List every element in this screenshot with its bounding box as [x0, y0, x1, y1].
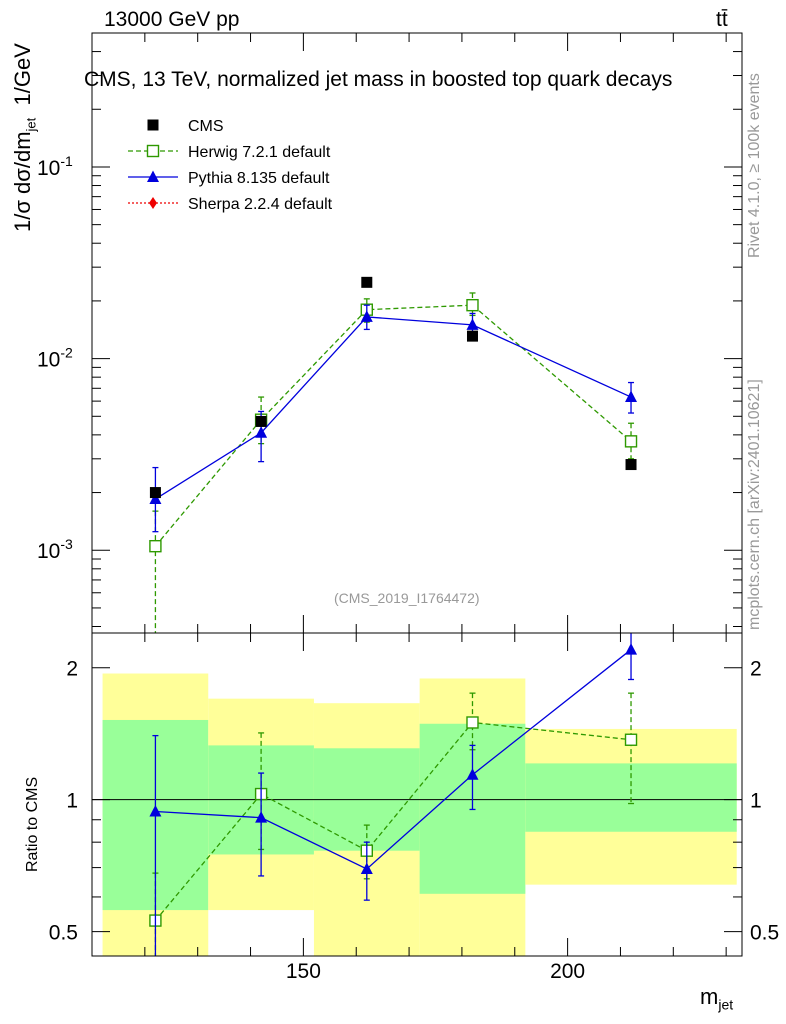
- legend-marker-herwig: [146, 144, 160, 158]
- legend-marker-pythia: [147, 170, 159, 182]
- analysis-id: (CMS_2019_I1764472): [334, 590, 480, 606]
- main-y-axis-label: 1/σ dσ/dmjet 1/GeV: [10, 43, 38, 232]
- main-herwig-point-3: [466, 298, 479, 312]
- ratio-pythia-point-4: [625, 643, 638, 655]
- legend-label-sherpa: Sherpa 2.2.4 default: [188, 196, 333, 213]
- legend-marker-sherpa: [149, 197, 157, 209]
- main-herwig-point-0: [149, 539, 162, 553]
- ratio-ytick-label-left-1: 1: [66, 790, 78, 813]
- plot-title: CMS, 13 TeV, normalized jet mass in boos…: [84, 68, 673, 91]
- main-ytick-label-1: 10-2: [37, 345, 73, 372]
- ratio-pythia-point-2: [360, 862, 373, 874]
- ratio-frame: [91, 632, 743, 957]
- ratio-ytick-label-right-2: 2: [750, 658, 762, 681]
- main-pythia-point-2: [360, 310, 373, 322]
- ratio-ytick-label-left-2: 2: [66, 658, 78, 681]
- main-panel: [149, 276, 638, 633]
- ratio-y-label-text: Ratio to CMS: [24, 776, 41, 872]
- ratio-pythia-point-3: [466, 768, 479, 780]
- main-cms-point-4: [625, 459, 637, 471]
- main-herwig-point-4: [624, 435, 638, 448]
- legend-label-cms: CMS: [188, 118, 224, 135]
- ratio-ytick-label-right-1: 1: [750, 790, 762, 813]
- ratio-ytick-label-left-0: 0.5: [49, 922, 78, 945]
- ratio-herwig-point-4: [624, 733, 638, 746]
- ratio-herwig-point-3: [466, 716, 479, 729]
- process-label: tt̄: [716, 8, 728, 31]
- y-label-text: 1/σ dσ/dmjet 1/GeV: [10, 43, 39, 232]
- ratio-uncertainty-bands: [92, 673, 742, 956]
- legend-label-pythia: Pythia 8.135 default: [188, 170, 330, 187]
- main-herwig-line: [154, 304, 632, 547]
- ratio-y-axis-label: Ratio to CMS: [24, 777, 42, 872]
- ratio-pythia-point-1: [255, 811, 268, 823]
- ratio-ytick-label-right-0: 0.5: [750, 922, 779, 945]
- main-cms-point-3: [466, 330, 478, 342]
- main-cms-point-2: [361, 276, 373, 288]
- legend-label-herwig: Herwig 7.2.1 default: [188, 144, 331, 161]
- x-axis-label: mjet: [700, 984, 734, 1013]
- ratio-pythia-point-0: [149, 804, 162, 817]
- rivet-label: Rivet 4.1.0, ≥ 100k events: [746, 73, 763, 258]
- main-pythia-point-4: [625, 390, 638, 403]
- main-ytick-label-2: 10-1: [37, 153, 73, 180]
- legend-marker-cms: [147, 119, 159, 131]
- main-pythia-line: [155, 316, 632, 500]
- xtick-label-1: 200: [550, 960, 585, 983]
- xtick-label-0: 150: [286, 960, 321, 983]
- main-pythia-point-3: [466, 318, 479, 330]
- site-label: mcplots.cern.ch [arXiv:2401.10621]: [746, 379, 763, 630]
- ratio-panel: [149, 633, 638, 956]
- main-pythia-point-0: [149, 492, 162, 505]
- energy-label: 13000 GeV pp: [104, 8, 240, 31]
- legend: CMS Herwig 7.2.1 default Pythia 8.135 defa…: [128, 118, 333, 213]
- main-ytick-label-0: 10-3: [37, 536, 73, 563]
- main-cms-point-1: [255, 415, 267, 427]
- main-pythia-point-1: [255, 426, 268, 438]
- axis-ticks: 10-3 10-2 10-1 150 200 0.5 0.5 1 1 2 2: [37, 32, 779, 983]
- main-cms-point-0: [149, 487, 161, 499]
